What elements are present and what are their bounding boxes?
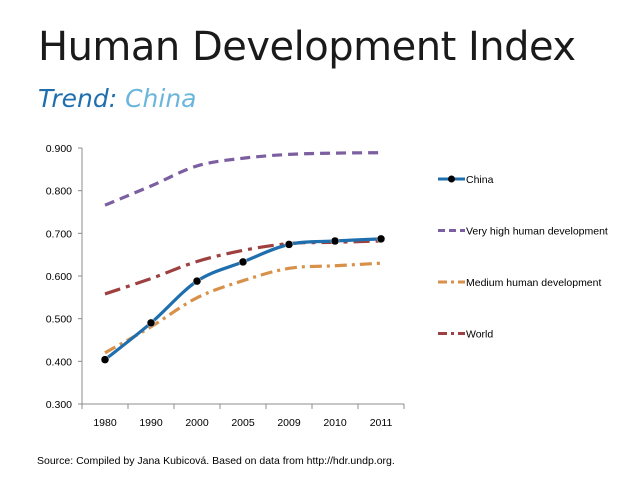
- x-tick-label: 2011: [370, 417, 393, 429]
- chart-title: Human Development Index: [38, 24, 576, 70]
- legend-label-very-high-human-development: Very high human development: [466, 226, 608, 238]
- data-point-china: [100, 355, 110, 364]
- series-line-medium-human-development: [104, 261, 382, 355]
- x-tick-label: 2010: [323, 417, 347, 429]
- series-line-very-high-human-development: [104, 151, 382, 207]
- subtitle-label: Trend:: [38, 84, 118, 113]
- data-point-china: [284, 240, 294, 249]
- x-tick-label: 1980: [93, 417, 117, 429]
- x-tick-label: 2009: [277, 417, 301, 429]
- legend-label-world: World: [466, 329, 493, 341]
- legend-label-medium-human-development: Medium human development: [466, 277, 601, 289]
- y-tick-label: 0.300: [46, 399, 72, 411]
- series-line-china: [104, 237, 382, 361]
- legend-marker: [448, 175, 455, 183]
- data-point-china: [330, 236, 340, 246]
- data-point-china: [192, 276, 202, 286]
- y-tick-label: 0.500: [46, 314, 72, 326]
- chart-subtitle: Trend: China: [38, 84, 197, 113]
- chart-axes: 0.300 0.400 0.500 0.600 0.700 0.800 0.900 1980 1…: [46, 143, 405, 429]
- data-point-china: [146, 318, 156, 328]
- series-line-world: [104, 239, 382, 296]
- subtitle-value: China: [125, 84, 197, 113]
- source-note: Source: Compiled by Jana Kubicová. Based…: [37, 455, 395, 467]
- data-point-china: [238, 257, 248, 267]
- chart-legend: China Very high human development Medium h…: [438, 174, 608, 341]
- data-point-china: [376, 234, 386, 244]
- y-tick-label: 0.400: [46, 356, 72, 368]
- y-tick-label: 0.600: [46, 271, 72, 283]
- y-tick-label: 0.900: [46, 143, 72, 155]
- x-tick-label: 2000: [185, 417, 209, 429]
- x-tick-label: 2005: [231, 417, 255, 429]
- y-tick-label: 0.800: [46, 186, 72, 198]
- chart-series: [104, 151, 382, 361]
- legend-label-china: China: [466, 174, 494, 186]
- y-tick-label: 0.700: [46, 228, 72, 240]
- x-tick-label: 1990: [139, 417, 163, 429]
- chart-markers: [100, 234, 386, 364]
